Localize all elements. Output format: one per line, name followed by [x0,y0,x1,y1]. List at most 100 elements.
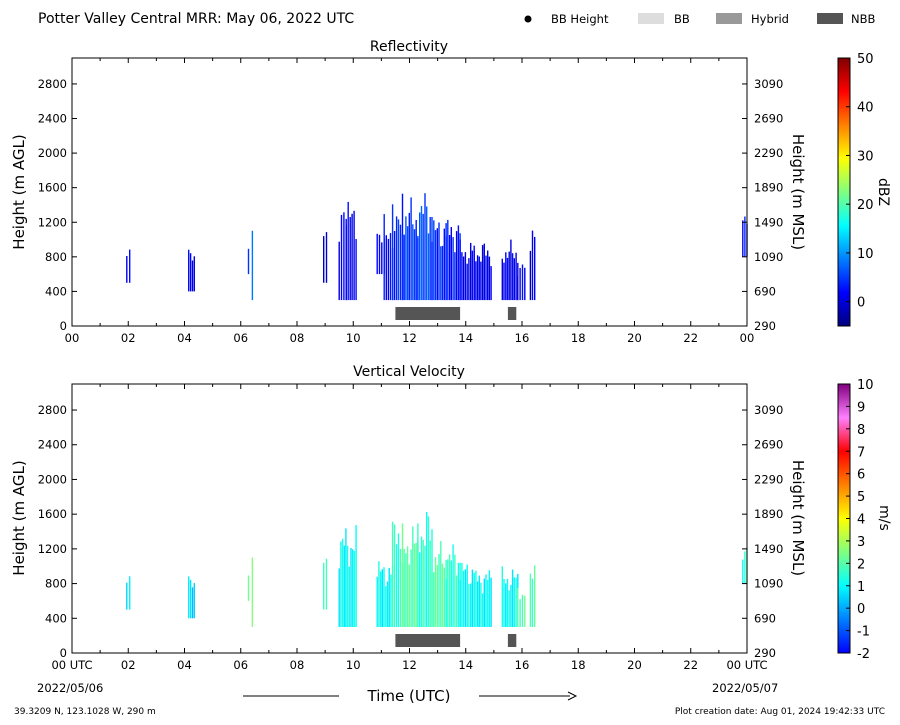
reflectivity-ytick-right-label: 2690 [754,112,783,126]
reflectivity-ytick-label: 400 [45,284,67,298]
reflectivity-ytick-label: 2000 [38,146,67,160]
velocity-echo [338,525,357,627]
velocity-xtick-label: 02 [121,658,136,672]
reflectivity-ytick-label: 1200 [38,215,67,229]
reflectivity-bb-bars [395,307,517,320]
reflectivity-xtick-label: 10 [346,331,361,345]
reflectivity-ylabel-right: Height (m MSL) [789,134,807,250]
velocity-colorbar-ticks: -2 -1 0 1 2 3 4 5 6 7 8 9 10 [846,378,874,662]
reflectivity-xtick-label: 12 [402,331,417,345]
velocity-colorbar-tick-label: -2 [857,647,870,662]
velocity-ytick-right-label: 1490 [754,542,783,556]
velocity-echo [126,576,131,610]
velocity-xtick-label: 06 [233,658,248,672]
velocity-colorbar-tick-label: 10 [857,378,874,393]
velocity-xtick-label: 00 UTC [726,658,767,672]
location-text: 39.3209 N, 123.1028 W, 290 m [14,707,156,717]
reflectivity-colorbar-ticks: 0 10 20 30 40 50 [846,52,874,311]
reflectivity-xtick-label: 18 [571,331,586,345]
reflectivity-xtick-label: 02 [121,331,136,345]
reflectivity-ytick-label: 2400 [38,112,67,126]
velocity-xtick-label: 20 [627,658,642,672]
reflectivity-echo [126,249,131,283]
reflectivity-echo [529,230,536,301]
velocity-ytick-label: 1200 [38,542,67,556]
velocity-ytick-right-label: 3090 [754,403,783,417]
velocity-ytick-label: 400 [45,611,67,625]
velocity-xtick-label: 08 [290,658,305,672]
velocity-title: Vertical Velocity [353,364,465,380]
velocity-xtick-label: 22 [683,658,698,672]
velocity-bb-bar [395,634,461,647]
reflectivity-ytick-right-label: 3090 [754,77,783,91]
reflectivity-echo [345,201,357,301]
velocity-colorbar-tick-label: 4 [857,513,865,528]
reflectivity-echo [517,264,526,301]
velocity-echo [473,570,492,627]
legend-label-hybrid: Hybrid [751,12,789,26]
reflectivity-panel: Reflectivity 040080012001600200024002800… [10,39,891,345]
reflectivity-x-ticks: 00 02 04 06 08 10 12 14 16 18 20 22 00 [65,58,755,345]
velocity-colorbar-tick-label: 1 [857,580,865,595]
velocity-colorbar-tick-label: 7 [857,445,865,460]
reflectivity-ytick-label: 2800 [38,77,67,91]
reflectivity-ytick-right-label: 2290 [754,146,783,160]
velocity-echo [376,561,394,627]
legend-label-bb: BB [674,12,690,26]
reflectivity-xtick-label: 04 [177,331,192,345]
velocity-echo [459,562,475,627]
legend-swatch-nbb [817,13,843,24]
velocity-y-ticks-right: 290 690 1090 1490 1890 2290 2690 3090 [742,403,783,660]
velocity-xtick-label: 12 [402,658,417,672]
start-date: 2022/05/06 [37,681,103,695]
reflectivity-ytick-right-label: 290 [754,319,776,333]
reflectivity-echo [187,249,196,292]
velocity-ytick-label: 1600 [38,507,67,521]
velocity-echo [417,512,433,627]
velocity-ytick-right-label: 2290 [754,472,783,486]
velocity-ylabel: Height (m AGL) [10,460,28,575]
reflectivity-ytick-right-label: 1890 [754,181,783,195]
velocity-echo [323,558,328,610]
velocity-ylabel-right: Height (m MSL) [789,460,807,576]
reflectivity-xtick-label: 00 [740,331,755,345]
velocity-colorbar-tick-label: 8 [857,423,865,438]
reflectivity-ytick-right-label: 1090 [754,250,783,264]
reflectivity-xtick-label: 14 [458,331,473,345]
velocity-bb-bars [395,634,517,647]
reflectivity-echoes [126,193,748,301]
reflectivity-colorbar-tick-label: 0 [857,296,865,311]
reflectivity-xtick-label: 16 [515,331,530,345]
velocity-echo [529,565,536,627]
velocity-xtick-label: 10 [346,658,361,672]
velocity-xtick-label: 04 [177,658,192,672]
velocity-echoes [126,512,748,627]
reflectivity-colorbar-tick-label: 20 [857,198,874,213]
reflectivity-colorbar-tick-label: 50 [857,52,874,67]
velocity-ytick-label: 800 [45,577,67,591]
velocity-colorbar-tick-label: 6 [857,468,865,483]
velocity-ytick-label: 2400 [38,438,67,452]
reflectivity-bb-bar [507,307,517,320]
velocity-xtick-label: 18 [571,658,586,672]
creation-date-text: Plot creation date: Aug 01, 2024 19:42:3… [675,707,885,717]
x-axis-label: Time (UTC) [367,687,451,705]
reflectivity-ytick-label: 800 [45,250,67,264]
header-legend: BB Height BB Hybrid NBB [524,12,875,26]
velocity-colorbar-label: m/s [876,505,892,531]
velocity-ytick-right-label: 690 [754,611,776,625]
reflectivity-colorbar-label: dBZ [875,178,891,206]
reflectivity-bb-bar [395,307,461,320]
reflectivity-xtick-label: 22 [683,331,698,345]
velocity-ytick-right-label: 1890 [754,507,783,521]
end-date: 2022/05/07 [712,681,778,695]
velocity-ytick-right-label: 1090 [754,577,783,591]
velocity-colorbar-tick-label: -1 [857,625,870,640]
reflectivity-y-ticks-right: 290 690 1090 1490 1890 2290 2690 3090 [742,77,783,333]
velocity-colorbar-tick-label: 2 [857,557,865,572]
velocity-bb-bar [507,634,517,647]
velocity-xtick-label: 00 UTC [51,658,92,672]
reflectivity-ylabel: Height (m AGL) [10,134,28,249]
reflectivity-colorbar-tick-label: 10 [857,247,874,262]
